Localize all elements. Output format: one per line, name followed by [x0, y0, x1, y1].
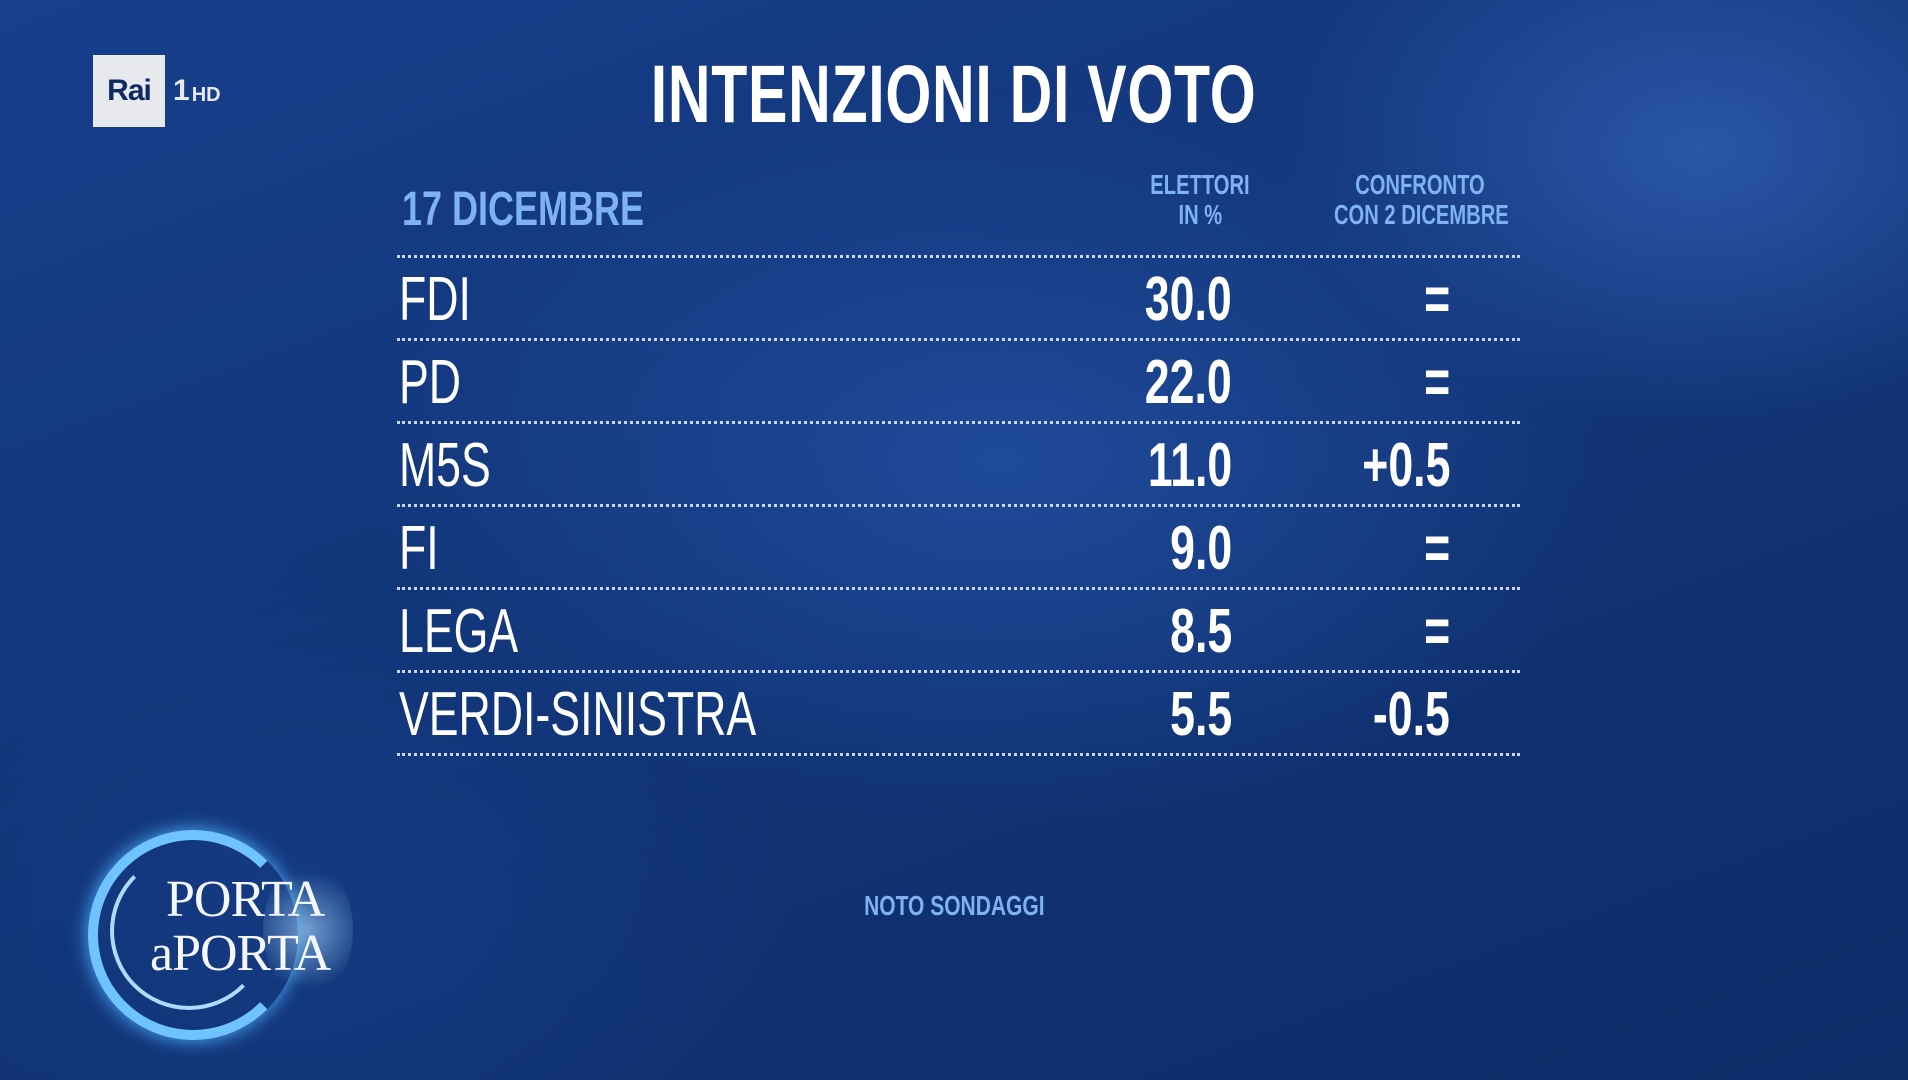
source-credit: NOTO SONDAGGI	[0, 890, 1908, 922]
logo-inner-ring	[110, 852, 268, 1010]
vote-percentage: 11.0	[1115, 430, 1232, 501]
rai-logo-box: Rai	[93, 55, 165, 127]
source-credit-text: NOTO SONDAGGI	[863, 890, 1045, 921]
party-name: FI	[399, 513, 454, 584]
party-name-text: FI	[399, 514, 439, 583]
party-name: LEGA	[399, 596, 564, 667]
table-row: LEGA 8.5 =	[397, 587, 1520, 670]
party-name-text: PD	[399, 348, 462, 417]
table-row: FI 9.0 =	[397, 504, 1520, 587]
logo-ring	[88, 830, 298, 1040]
table-row: FDI 30.0 =	[397, 255, 1520, 338]
page-title: INTENZIONI DI VOTO	[0, 48, 1908, 142]
table-row: PD 22.0 =	[397, 338, 1520, 421]
vote-percentage: 5.5	[1146, 679, 1232, 750]
channel-quality: HD	[191, 83, 221, 106]
title-text: INTENZIONI DI VOTO	[651, 49, 1257, 140]
party-name-text: M5S	[399, 431, 491, 500]
party-name-text: FDI	[399, 265, 471, 334]
comparison-delta-text: -0.5	[1373, 680, 1450, 749]
column-header-confronto: CONFRONTO CON 2 DICEMBRE	[1300, 170, 1540, 230]
channel-number: 1	[173, 74, 190, 107]
comparison-delta: -0.5	[1343, 679, 1450, 750]
party-name: M5S	[399, 430, 526, 501]
vote-percentage: 30.0	[1111, 264, 1232, 335]
column-header-confronto-line1: CONFRONTO	[1355, 169, 1485, 200]
party-name-text: VERDI-SINISTRA	[399, 680, 757, 749]
column-header-elettori-line2: IN %	[1178, 199, 1222, 230]
comparison-delta-text: =	[1423, 348, 1450, 417]
logo-glow	[263, 860, 353, 1000]
comparison-delta-text: =	[1423, 597, 1450, 666]
table-row: M5S 11.0 +0.5	[397, 421, 1520, 504]
logo-line1: PORTA	[166, 871, 325, 928]
column-header-confronto-line2: CON 2 DICEMBRE	[1333, 199, 1509, 230]
comparison-delta: =	[1414, 347, 1450, 418]
column-header-elettori: ELETTORI IN %	[1120, 170, 1280, 230]
date-label-text: 17 DICEMBRE	[402, 183, 645, 236]
comparison-delta: +0.5	[1328, 430, 1450, 501]
vote-percentage-text: 5.5	[1169, 680, 1232, 749]
vote-percentage: 8.5	[1146, 596, 1232, 667]
channel-logo: Rai 1 HD	[93, 55, 221, 127]
vote-percentage-text: 30.0	[1145, 265, 1232, 334]
table-row: VERDI-SINISTRA 5.5 -0.5	[397, 670, 1520, 756]
poll-table: FDI 30.0 = PD 22.0 = M5S 11.0 +0.5 FI 9.…	[397, 255, 1520, 756]
comparison-delta-text: =	[1423, 514, 1450, 583]
party-name: PD	[399, 347, 485, 418]
channel-brand: Rai	[107, 74, 152, 107]
comparison-delta: =	[1414, 596, 1450, 667]
comparison-delta-text: +0.5	[1361, 431, 1450, 500]
vote-percentage: 22.0	[1111, 347, 1232, 418]
comparison-delta-text: =	[1423, 265, 1450, 334]
party-name: VERDI-SINISTRA	[399, 679, 895, 750]
date-label: 17 DICEMBRE	[402, 182, 725, 237]
vote-percentage-text: 22.0	[1145, 348, 1232, 417]
vote-percentage: 9.0	[1146, 513, 1232, 584]
comparison-delta: =	[1414, 264, 1450, 335]
party-name: FDI	[399, 264, 499, 335]
party-name-text: LEGA	[399, 597, 519, 666]
comparison-delta: =	[1414, 513, 1450, 584]
porta-a-porta-logo: PORTA aPORTA	[88, 820, 353, 1040]
vote-percentage-text: 9.0	[1169, 514, 1232, 583]
vote-percentage-text: 11.0	[1147, 431, 1232, 500]
column-header-elettori-line1: ELETTORI	[1150, 169, 1250, 200]
vote-percentage-text: 8.5	[1169, 597, 1232, 666]
logo-line2: aPORTA	[150, 925, 331, 982]
